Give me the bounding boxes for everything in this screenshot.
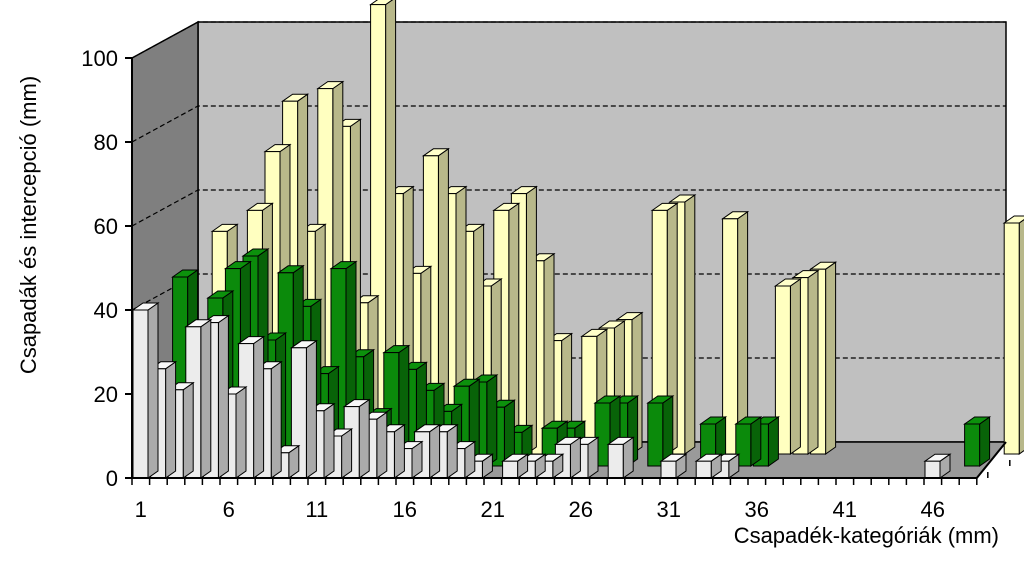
bar-front bbox=[924, 460, 941, 479]
bar-front bbox=[964, 423, 981, 467]
x-axis-title: Csapadék-kategóriák (mm) bbox=[734, 523, 999, 548]
bar-front bbox=[1003, 222, 1020, 455]
bar-side bbox=[767, 416, 779, 467]
bar-side bbox=[525, 185, 537, 455]
y-tick-label: 100 bbox=[81, 46, 118, 71]
bar bbox=[963, 416, 992, 467]
bar-side bbox=[1018, 219, 1024, 455]
bar-side bbox=[429, 423, 441, 479]
bar-side bbox=[270, 360, 282, 479]
bar-front bbox=[695, 460, 712, 479]
bar-side bbox=[358, 398, 370, 479]
bar-front bbox=[502, 460, 519, 479]
bar-front bbox=[774, 285, 791, 455]
x-tick-label: 41 bbox=[833, 497, 857, 522]
bar-side bbox=[684, 194, 696, 455]
y-tick-label: 20 bbox=[94, 382, 118, 407]
y-tick-label: 40 bbox=[94, 298, 118, 323]
bar-side bbox=[789, 278, 801, 455]
y-tick-label: 60 bbox=[94, 214, 118, 239]
bar-side bbox=[165, 360, 177, 479]
y-tick-label: 0 bbox=[106, 466, 118, 491]
x-tick-label: 6 bbox=[223, 497, 235, 522]
x-tick-label: 26 bbox=[569, 497, 593, 522]
bar bbox=[773, 278, 802, 455]
bar bbox=[734, 416, 763, 467]
bar bbox=[694, 453, 723, 479]
bar-side bbox=[393, 423, 405, 479]
bar-side bbox=[341, 428, 353, 479]
bar-side bbox=[979, 416, 991, 467]
bar bbox=[237, 335, 266, 479]
bar bbox=[1002, 215, 1024, 455]
bar-side bbox=[217, 314, 229, 479]
bar-front bbox=[660, 460, 677, 479]
bar-side bbox=[750, 416, 762, 467]
y-axis-title: Csapadák és intercepció (mm) bbox=[16, 76, 41, 374]
bar-front bbox=[132, 309, 149, 479]
bar-side bbox=[446, 423, 458, 479]
bar-front bbox=[647, 402, 664, 467]
gridline bbox=[131, 189, 1006, 227]
bar-side bbox=[253, 335, 265, 479]
bar-side bbox=[376, 411, 388, 479]
bar-side bbox=[200, 318, 212, 479]
bar-top bbox=[1002, 215, 1024, 224]
bar bbox=[721, 210, 750, 455]
y-tick-label: 80 bbox=[94, 130, 118, 155]
bar-side bbox=[825, 261, 837, 455]
bars-group bbox=[131, 0, 1024, 479]
x-tick-label: 16 bbox=[393, 497, 417, 522]
bar-side bbox=[182, 381, 194, 479]
x-tick-label: 36 bbox=[745, 497, 769, 522]
bar bbox=[501, 453, 530, 479]
bar bbox=[923, 453, 952, 479]
bar-side bbox=[305, 339, 317, 479]
bar-front bbox=[594, 402, 611, 467]
bar bbox=[606, 436, 635, 479]
depth-axis-line bbox=[976, 441, 1007, 479]
x-tick-label: 11 bbox=[305, 497, 328, 522]
bar bbox=[131, 302, 160, 479]
gridline bbox=[131, 105, 1006, 143]
bar-side bbox=[807, 269, 819, 455]
bar-front bbox=[607, 443, 624, 479]
bar bbox=[646, 395, 675, 467]
bar-side bbox=[235, 386, 247, 479]
bar-side bbox=[147, 302, 159, 479]
x-tick-label: 21 bbox=[481, 497, 505, 522]
bar bbox=[289, 339, 318, 479]
x-tick-label: 31 bbox=[657, 497, 681, 522]
bar-front bbox=[735, 423, 752, 467]
x-tick-label: 46 bbox=[921, 497, 945, 522]
gridline bbox=[131, 21, 1006, 59]
bar-side bbox=[486, 374, 498, 467]
bar-side bbox=[323, 402, 335, 479]
x-tick-label: 1 bbox=[135, 497, 147, 522]
